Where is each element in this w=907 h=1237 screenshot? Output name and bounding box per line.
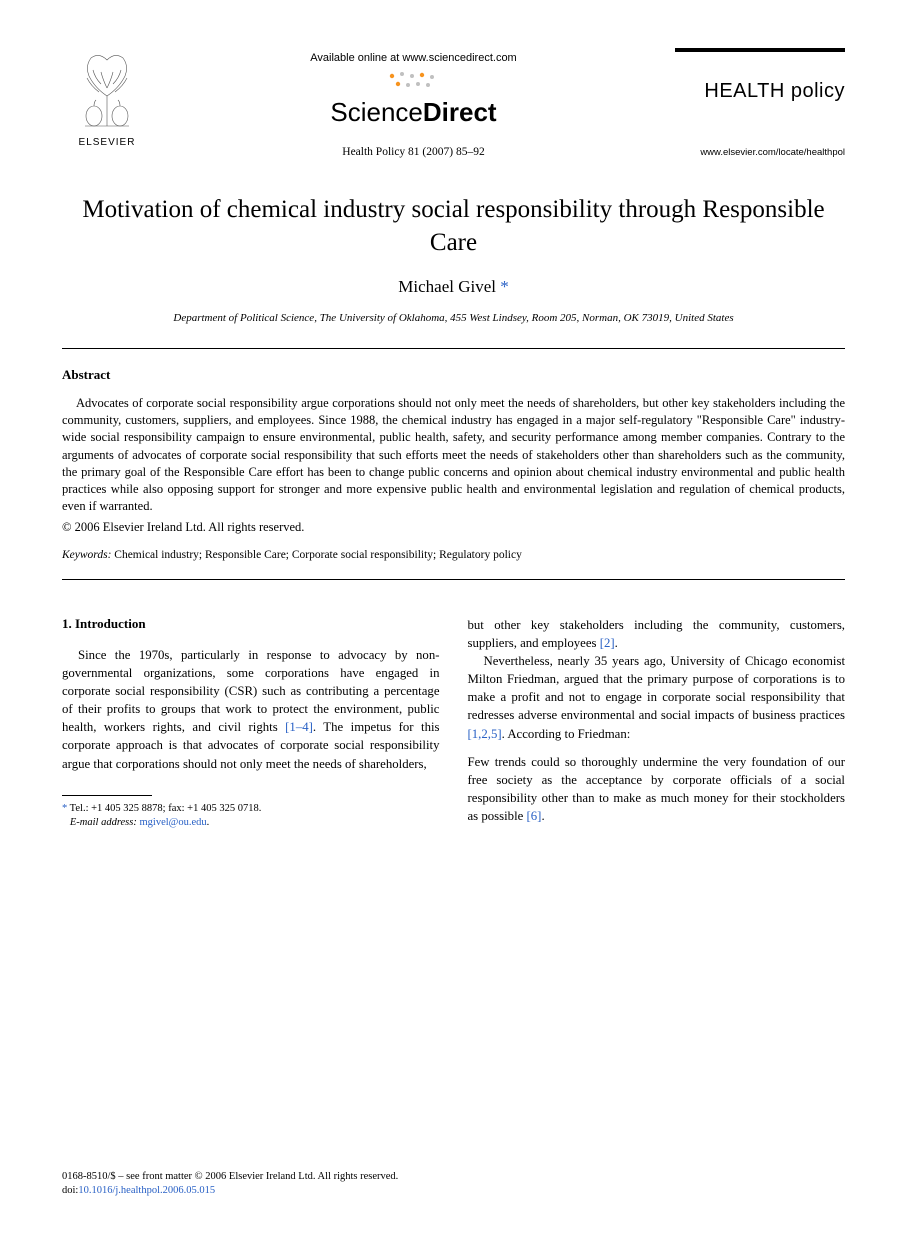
- journal-top-rule: [675, 48, 845, 52]
- sd-logo-light: Science: [330, 97, 423, 127]
- footer-copyright: 0168-8510/$ – see front matter © 2006 El…: [62, 1170, 845, 1185]
- footnote-email[interactable]: mgivel@ou.edu: [139, 817, 206, 828]
- author-marker: *: [500, 277, 509, 296]
- journal-logo: HEALTH policy: [675, 80, 845, 103]
- col2-p2a: Nevertheless, nearly 35 years ago, Unive…: [468, 654, 846, 722]
- citation-2[interactable]: [2]: [600, 636, 615, 650]
- col2-p1b: .: [615, 636, 618, 650]
- citation-125[interactable]: [1,2,5]: [468, 727, 502, 741]
- footnote-rule: [62, 795, 152, 796]
- keywords-label: Keywords:: [62, 549, 111, 561]
- author-line: Michael Givel *: [62, 277, 845, 297]
- publisher-label: ELSEVIER: [62, 137, 152, 148]
- keywords-text: Chemical industry; Responsible Care; Cor…: [114, 549, 522, 561]
- journal-logo-part2: policy: [791, 80, 845, 102]
- footnote-email-end: .: [207, 817, 210, 828]
- footnote-email-label: E-mail address:: [70, 817, 137, 828]
- friedman-quote: Few trends could so thoroughly undermine…: [468, 753, 846, 826]
- affiliation: Department of Political Science, The Uni…: [62, 311, 845, 326]
- header-center: Available online at www.sciencedirect.co…: [152, 48, 675, 158]
- doi-prefix: doi:: [62, 1185, 78, 1196]
- quote-text: Few trends could so thoroughly undermine…: [468, 755, 846, 823]
- abstract-heading: Abstract: [62, 367, 845, 383]
- quote-end: .: [541, 809, 544, 823]
- rule-below-keywords: [62, 579, 845, 580]
- abstract-copyright: © 2006 Elsevier Ireland Ltd. All rights …: [62, 520, 845, 535]
- citation-1-4[interactable]: [1–4]: [285, 720, 313, 734]
- journal-url: www.elsevier.com/locate/healthpol: [675, 147, 845, 158]
- footer-doi-line: doi:10.1016/j.healthpol.2006.05.015: [62, 1184, 845, 1199]
- footnote-email-line: E-mail address: mgivel@ou.edu.: [62, 816, 440, 830]
- body-columns: 1. Introduction Since the 1970s, particu…: [62, 616, 845, 830]
- available-online-text: Available online at www.sciencedirect.co…: [152, 52, 675, 64]
- section-1-heading: 1. Introduction: [62, 616, 440, 632]
- header-right: HEALTH policy www.elsevier.com/locate/he…: [675, 48, 845, 158]
- section-1-col2-text: but other key stakeholders including the…: [468, 616, 846, 743]
- sciencedirect-logo: ScienceDirect: [152, 97, 675, 128]
- sciencedirect-dots-icon: [384, 70, 444, 95]
- author-name: Michael Givel: [398, 277, 496, 296]
- column-right: but other key stakeholders including the…: [468, 616, 846, 830]
- rule-above-abstract: [62, 348, 845, 349]
- section-1-col1-text: Since the 1970s, particularly in respons…: [62, 646, 440, 773]
- journal-reference: Health Policy 81 (2007) 85–92: [152, 146, 675, 158]
- footnote-contact-text: Tel.: +1 405 325 8878; fax: +1 405 325 0…: [67, 803, 261, 814]
- footnote-contact: * Tel.: +1 405 325 8878; fax: +1 405 325…: [62, 802, 440, 816]
- citation-6[interactable]: [6]: [527, 809, 542, 823]
- col2-p2b: . According to Friedman:: [502, 727, 631, 741]
- page-header: ELSEVIER Available online at www.science…: [62, 48, 845, 158]
- page-footer: 0168-8510/$ – see front matter © 2006 El…: [62, 1170, 845, 1199]
- footnote-block: * Tel.: +1 405 325 8878; fax: +1 405 325…: [62, 802, 440, 830]
- abstract-body: Advocates of corporate social responsibi…: [62, 395, 845, 516]
- keywords-line: Keywords: Chemical industry; Responsible…: [62, 549, 845, 561]
- journal-logo-part1: HEALTH: [704, 80, 784, 102]
- column-left: 1. Introduction Since the 1970s, particu…: [62, 616, 440, 830]
- col2-p1a: but other key stakeholders including the…: [468, 618, 846, 650]
- publisher-logo-block: ELSEVIER: [62, 48, 152, 148]
- sd-logo-bold: Direct: [423, 97, 497, 127]
- elsevier-tree-icon: [71, 48, 143, 130]
- article-title: Motivation of chemical industry social r…: [62, 194, 845, 259]
- doi-link[interactable]: 10.1016/j.healthpol.2006.05.015: [78, 1185, 215, 1196]
